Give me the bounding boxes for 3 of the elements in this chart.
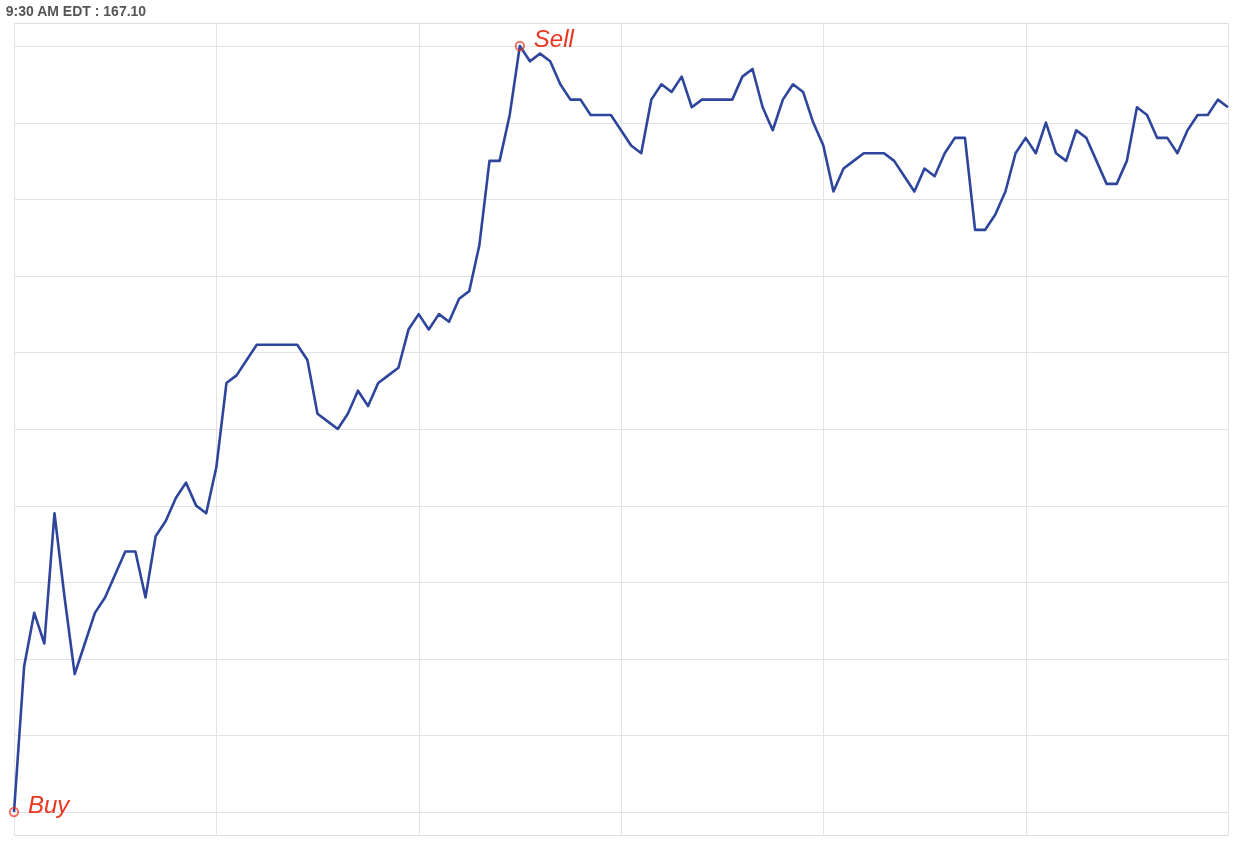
annotation: Buy bbox=[28, 791, 72, 819]
chart-title: 9:30 AM EDT : 167.10 bbox=[5, 3, 147, 19]
annotation: Sell bbox=[533, 24, 575, 52]
